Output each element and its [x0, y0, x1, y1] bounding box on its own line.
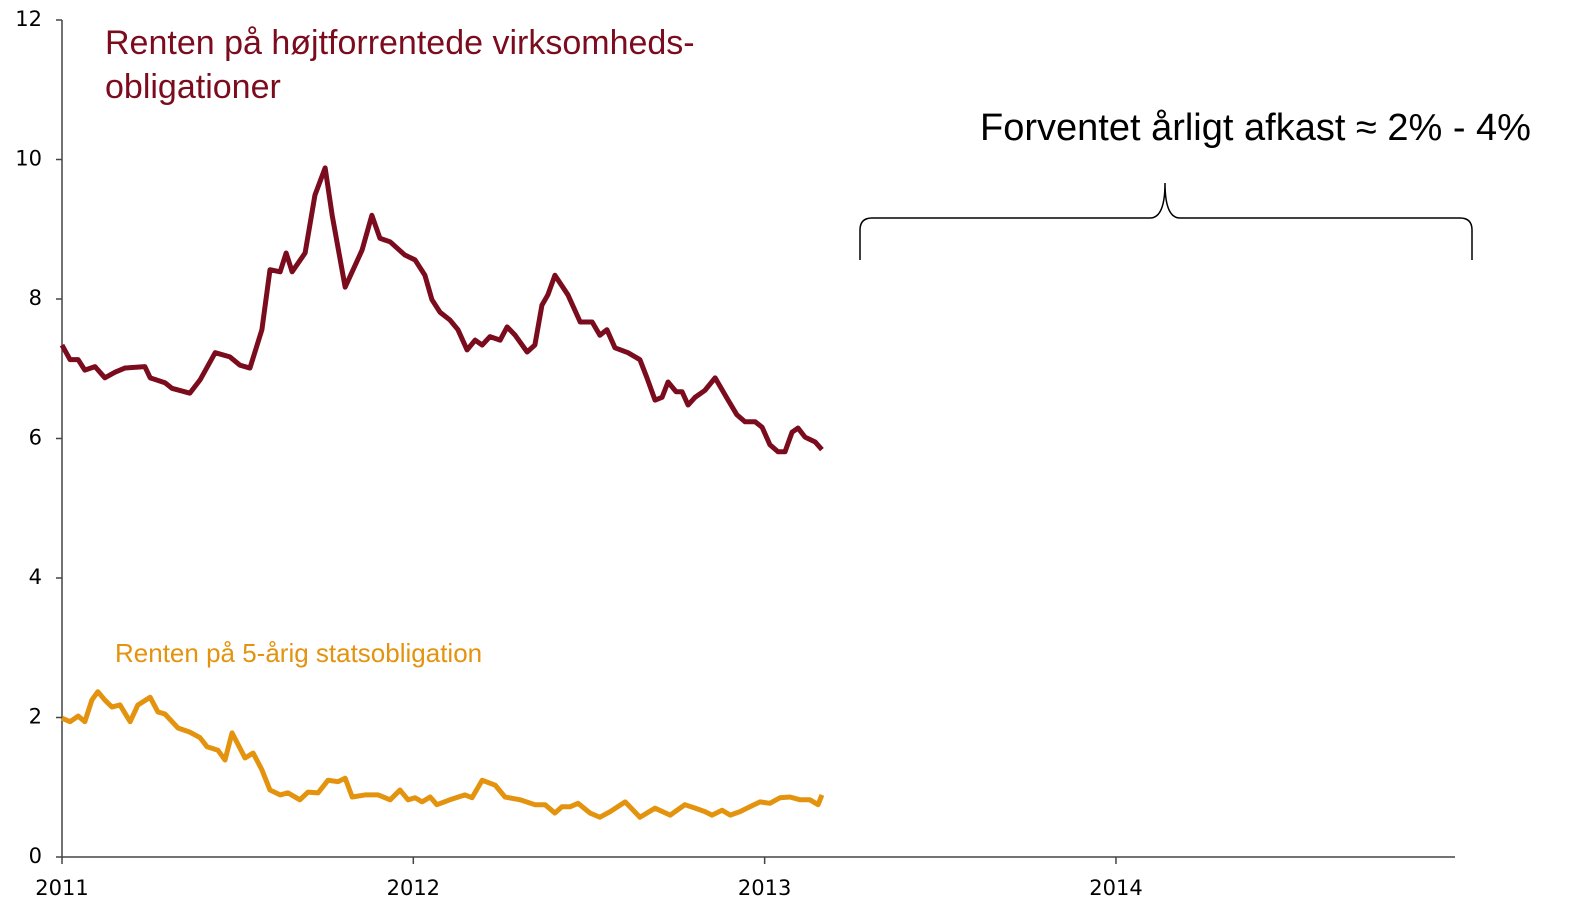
x-tick-label: 2012	[387, 876, 440, 900]
y-tick-label: 0	[29, 844, 42, 868]
y-tick-label: 2	[29, 705, 42, 729]
series-label: obligationer	[105, 68, 281, 106]
brace	[859, 182, 1473, 260]
series-label: Renten på 5-årig statsobligation	[115, 638, 482, 668]
y-tick-label: 6	[29, 426, 42, 450]
x-tick-label: 2013	[738, 876, 791, 900]
y-tick-label: 4	[29, 565, 42, 589]
series-label: Renten på højtforrentede virksomheds-	[105, 24, 695, 62]
series-line	[61, 689, 825, 820]
x-tick-label: 2014	[1089, 876, 1142, 900]
y-tick-label: 12	[15, 7, 42, 31]
series-line	[59, 165, 824, 455]
y-tick-label: 8	[29, 286, 42, 310]
annotation: Forventet årligt afkast ≈ 2% - 4%	[980, 107, 1531, 149]
y-tick-label: 10	[15, 147, 42, 171]
x-tick-label: 2011	[35, 876, 88, 900]
